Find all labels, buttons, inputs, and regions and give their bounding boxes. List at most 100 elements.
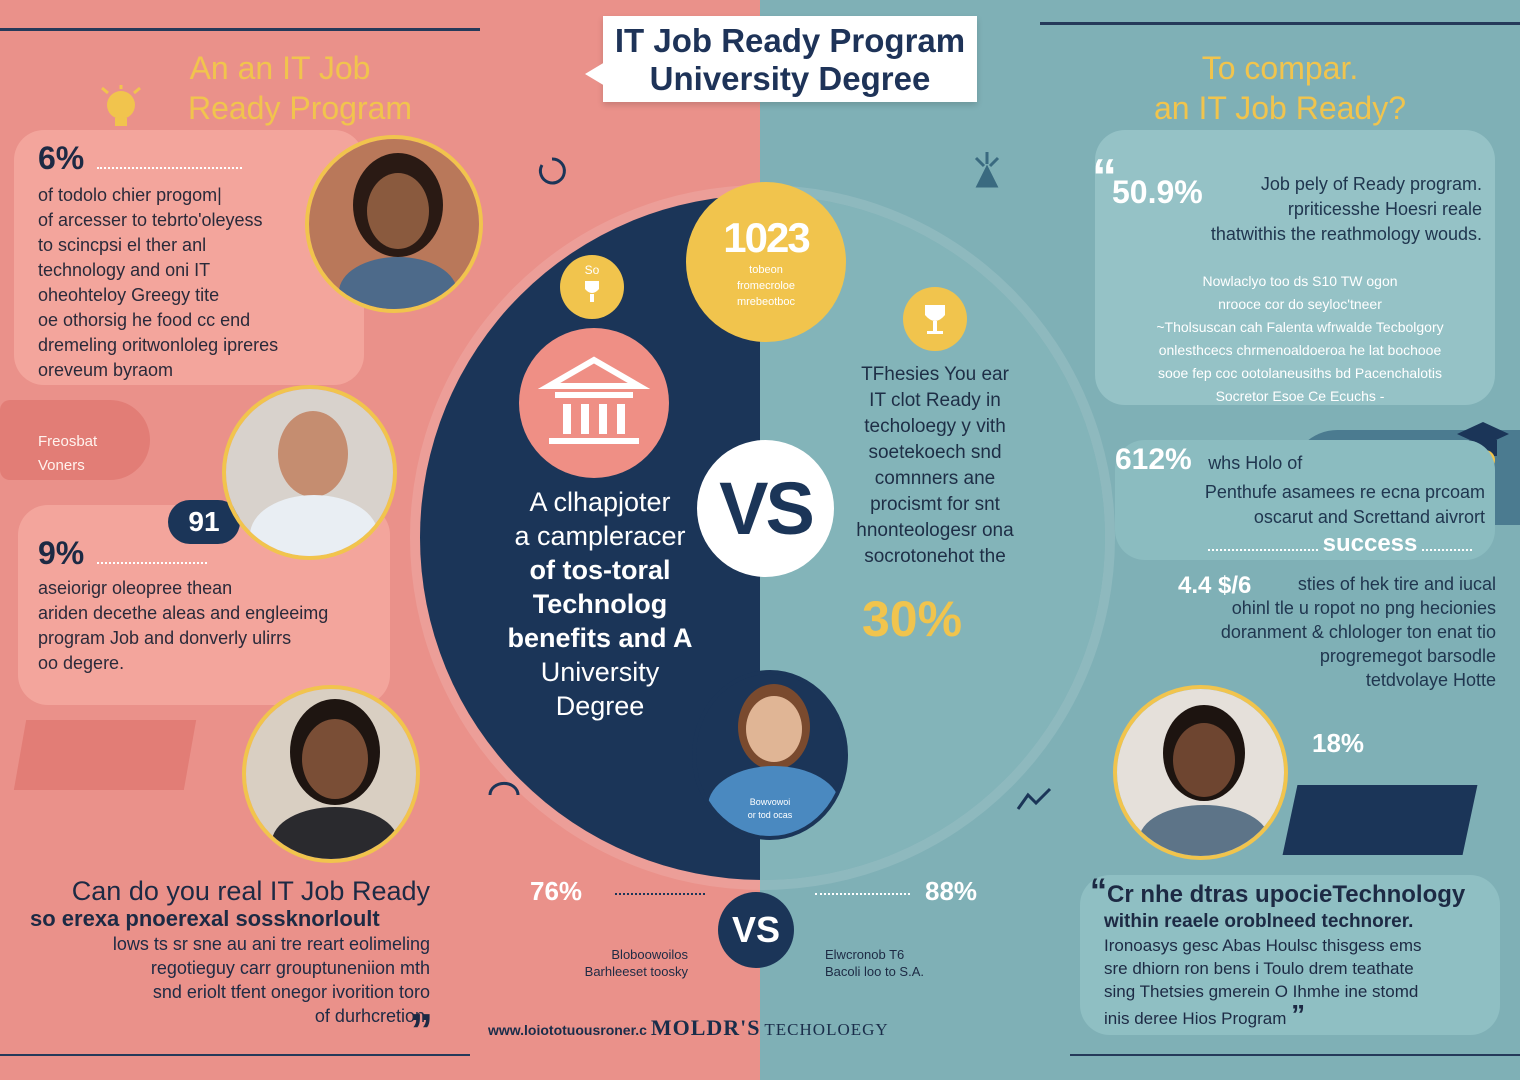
success-row: success [1190, 530, 1490, 558]
caption-line: tobeon [749, 264, 783, 276]
right-quote-body: Ironoasys gesc Abas Houlsc thisgess ems … [1090, 934, 1500, 1030]
chart-icon [1014, 785, 1054, 820]
caption-line: fromecroloe [736, 280, 796, 292]
text-line: thatwithis the reathmology wouds. [1210, 224, 1482, 244]
left-quote: Can do you real IT Job Ready so erexa pn… [30, 876, 430, 1028]
text-line: a campleracer [514, 521, 686, 551]
bottom-rule-right [1070, 1054, 1520, 1056]
close-quote-mark: ” [410, 1004, 433, 1056]
right-stat3: 4.4 $/6 sties of hek tire and iucal ohin… [1178, 572, 1496, 692]
right-quote: “Cr nhe dtras upocieTechnology within re… [1090, 874, 1500, 1030]
side-label-line1: Freosbat [38, 433, 98, 450]
swirl-icon [536, 155, 568, 192]
dotted-divider [1208, 549, 1319, 551]
right-stat2-text: Penthufe asamees re ecna prcoam oscarut … [1115, 480, 1485, 530]
text-line: technology and oni IT [38, 260, 211, 280]
dotted-divider [815, 893, 910, 895]
text-line: onlesthcecs chrmenoaldoeroa he lat bocho… [1158, 342, 1442, 358]
right-stat2: 612% whs Holo of [1115, 443, 1302, 477]
text-line: sing Thetsies gmerein O Ihmhe ine stomd [1104, 982, 1419, 1001]
dotted-divider [1421, 549, 1472, 551]
lightbulb-icon [98, 85, 144, 131]
left-quote-body: lows ts sr sne au ani tre reart eolimeli… [30, 932, 430, 1028]
right-stat4-value: 18% [1312, 728, 1365, 758]
trophy-icon [585, 281, 599, 302]
text-line: tetdvolaye Hotte [1365, 670, 1496, 690]
text-line: oscarut and Screttand aivrort [1253, 507, 1485, 527]
award-icon: So [560, 255, 624, 319]
text-line: procismt for snt [870, 494, 1000, 515]
top-rule-right [1040, 22, 1520, 25]
text-line: oo degere. [38, 653, 125, 673]
bottom-rule-left [0, 1054, 470, 1056]
decorative-shape [13, 720, 197, 790]
sparkle-icon [972, 150, 1002, 195]
text-line: doranment & chlologer ton enat tio [1220, 622, 1496, 642]
text-line: benefits and A [507, 623, 693, 653]
text-line: Degree [555, 691, 645, 721]
text-line: Penthufe asamees re ecna prcoam [1204, 482, 1485, 502]
bottom-left-caption: Bloboowoilos Barhleeset toosky [548, 946, 688, 980]
text-line: comnners ane [874, 468, 996, 489]
right-quote-card [1080, 875, 1500, 1035]
left-heading-line1: An an IT Job [189, 50, 371, 86]
caption-line: Bloboowoilos [611, 947, 688, 962]
left-stat1-card [14, 130, 364, 385]
bottom-left-pct: 76% [530, 876, 583, 906]
text-line: soetekoech snd [868, 442, 1002, 463]
right-stat3-text: sties of hek tire and iucal ohinl tle u … [1178, 572, 1496, 692]
success-label: success [1322, 530, 1418, 557]
left-quote-line2: so erexa pnoerexal sossknorloult [30, 906, 380, 931]
right-stat1-card [1095, 130, 1495, 405]
portrait-photo-woman-4: Bowvowoi or tod ocas [692, 670, 848, 840]
text-line: of tos-toral [529, 555, 671, 585]
footer-url: www.loiototuousroner.c [488, 1022, 647, 1038]
left-stat1: 6% of todolo chier progom| of arcesser t… [38, 140, 278, 383]
text-line: oe othorsig he food cc end [38, 310, 251, 330]
close-quote-mark: ” [1291, 999, 1306, 1030]
text-line: University [540, 657, 660, 687]
center-left-text: A clhapjoter a campleracer of tos-toral … [470, 485, 730, 723]
caption-line: Barhleeset toosky [584, 964, 688, 979]
caption-line: Bacoli loo to S.A. [825, 964, 924, 979]
text-line: of todolo chier progom| [38, 185, 222, 205]
text-line: oreveum byraom [38, 360, 174, 380]
text-line: oheohteloy Greegy tite [38, 285, 220, 305]
center-right-text: TFhesies You ear IT clot Ready in techol… [830, 362, 1040, 570]
text-line: ~Tholsuscan cah Falenta wfrwalde Tecbolg… [1156, 319, 1444, 335]
dotted-divider [615, 893, 705, 895]
caption-line: or tod ocas [747, 810, 793, 820]
text-line: sre dhiorn ron bens i Toulo drem teathat… [1104, 959, 1414, 978]
right-heading: To compar. an IT Job Ready? [1130, 48, 1430, 128]
caption-line: Bowvowoi [749, 797, 791, 807]
quote-text: inis deree Hios Program [1104, 1009, 1287, 1028]
text-line: of arcesser to tebrto'oleyess [38, 210, 263, 230]
right-stat2-label: whs Holo of [1208, 453, 1303, 473]
left-stat1-value: 6% [38, 140, 85, 176]
right-stat1: 50.9% Job pely of Ready program. rpritic… [1112, 172, 1482, 247]
dotted-divider [96, 167, 242, 169]
refresh-icon [484, 780, 524, 815]
text-line: dremeling oritwonloleg ipreres [38, 335, 279, 355]
left-stat2: 9% aseiorigr oleopree thean ariden decet… [38, 535, 328, 676]
text-line: techoloegy y vith [864, 416, 1006, 437]
right-note: Nowlaclyo too ds S10 TW ogon nrooce cor … [1120, 270, 1480, 408]
left-side-label: Freosbat Voners [38, 430, 97, 478]
university-icon [519, 328, 669, 478]
text-line: lows ts sr sne au ani tre reart eolimeli… [112, 934, 430, 954]
right-stat2-value: 612% [1115, 443, 1192, 476]
right-quote-line2: within reaele oroblneed technorer. [1104, 911, 1414, 932]
page-title: IT Job Ready Program University Degree [585, 16, 977, 102]
right-quote-line1: “Cr nhe dtras upocieTechnology [1090, 874, 1500, 910]
text-line: ariden decethe aleas and engleeimg [38, 603, 329, 623]
right-stat3-value: 4.4 $/6 [1178, 572, 1252, 599]
text-line: Technolog [532, 589, 668, 619]
text-line: sties of hek tire and iucal [1297, 574, 1496, 594]
portrait-photo-woman-3 [1113, 685, 1288, 860]
right-heading-line2: an IT Job Ready? [1153, 90, 1406, 126]
left-heading-line2: Ready Program [187, 90, 413, 126]
bottom-right-pct: 88% [925, 876, 978, 906]
award-label: So [584, 263, 600, 277]
gold-stat-caption: tobeon fromecroloe mrebeotboc [686, 262, 846, 310]
text-line: Nowlaclyo too ds S10 TW ogon [1202, 273, 1398, 289]
